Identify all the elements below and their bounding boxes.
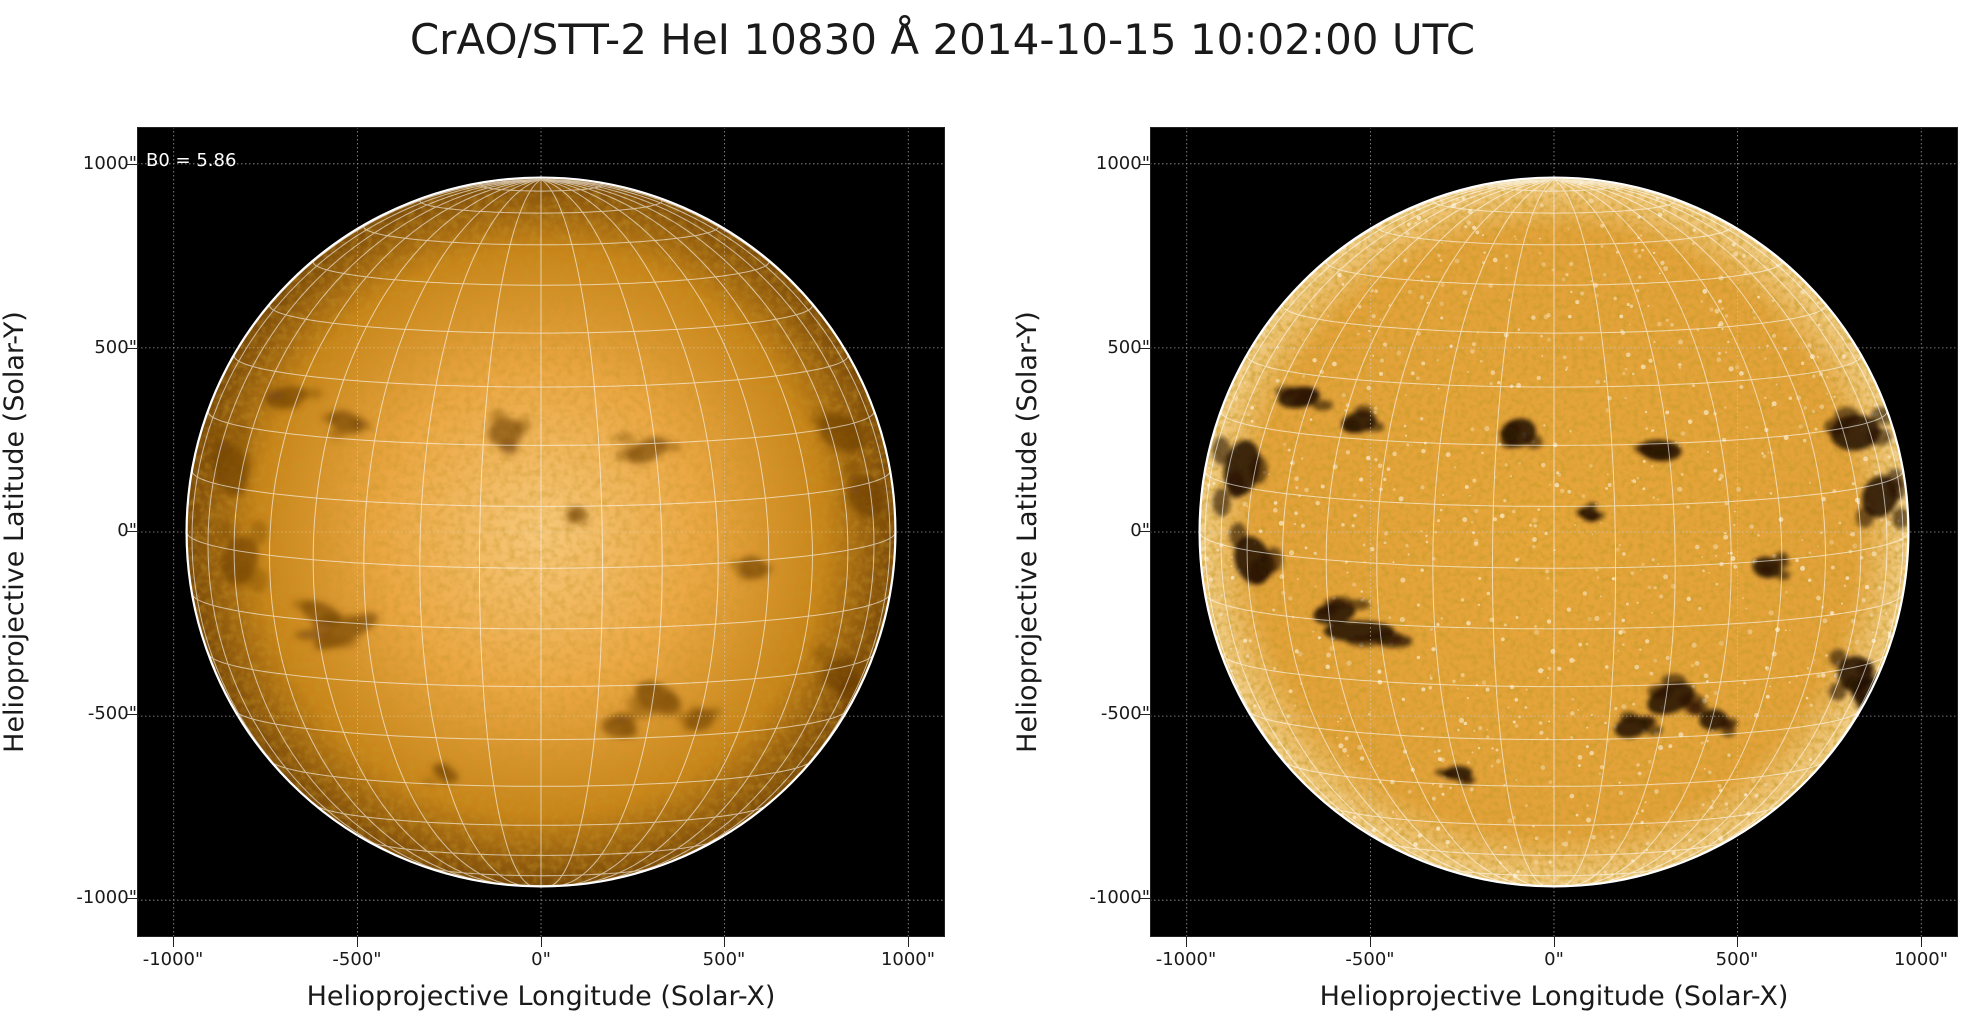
ytick-label: -1000" — [1089, 887, 1150, 908]
xtick-label: -500" — [1345, 949, 1395, 970]
ytick-mark — [127, 164, 137, 165]
ytick-label: 1000" — [1095, 153, 1150, 174]
ytick-mark — [127, 898, 137, 899]
xtick-mark — [173, 937, 174, 947]
ytick-label: 0" — [1130, 520, 1150, 541]
right-image-axes — [1150, 127, 1958, 937]
xtick-label: 500" — [702, 949, 746, 970]
helioprojective-gridlines — [1150, 127, 1958, 937]
xtick-label: 1000" — [880, 949, 936, 970]
ytick-label: 0" — [117, 520, 137, 541]
right-panel: 1000" 500" 0" -500" -1000" -1000" -500" … — [1012, 0, 1971, 1026]
ytick-mark — [127, 348, 137, 349]
right-solar-disk-image — [1150, 127, 1958, 937]
xtick-mark — [1921, 937, 1922, 947]
ytick-mark — [1140, 164, 1150, 165]
b0-annotation: B0 = 5.86 — [146, 150, 237, 171]
ytick-mark — [1140, 348, 1150, 349]
ytick-mark — [1140, 898, 1150, 899]
ytick-mark — [1140, 714, 1150, 715]
x-axis-label: Helioprojective Longitude (Solar-X) — [1319, 981, 1789, 1012]
ytick-mark — [1140, 531, 1150, 532]
ytick-mark — [127, 714, 137, 715]
ytick-label: -500" — [87, 703, 137, 724]
x-axis-label: Helioprojective Longitude (Solar-X) — [306, 981, 776, 1012]
y-axis-label: Helioprojective Latitude (Solar-Y) — [1012, 311, 1043, 753]
xtick-label: 0" — [531, 949, 551, 970]
heliographic-grid — [186, 178, 896, 887]
xtick-label: 1000" — [1893, 949, 1949, 970]
xtick-mark — [1737, 937, 1738, 947]
left-image-axes: B0 = 5.86 — [137, 127, 945, 937]
y-axis-label: Helioprojective Latitude (Solar-Y) — [0, 311, 30, 753]
ytick-label: -1000" — [76, 887, 137, 908]
solar-limb — [1198, 176, 1910, 888]
solar-limb — [185, 176, 897, 888]
xtick-mark — [1186, 937, 1187, 947]
left-panel: B0 = 5.86 1000" 500" 0" -500" -1000" -10… — [0, 0, 960, 1026]
ytick-label: 500" — [94, 337, 137, 358]
xtick-mark — [541, 937, 542, 947]
xtick-label: 0" — [1544, 949, 1564, 970]
xtick-mark — [1370, 937, 1371, 947]
xtick-mark — [1554, 937, 1555, 947]
helioprojective-gridlines — [137, 127, 945, 937]
figure-title: CrAO/STT-2 HeI 10830 Å 2014-10-15 10:02:… — [409, 15, 1476, 64]
ytick-label: 1000" — [82, 153, 137, 174]
xtick-label: -500" — [332, 949, 382, 970]
ytick-mark — [127, 531, 137, 532]
left-solar-disk-image — [137, 127, 945, 937]
xtick-label: -1000" — [142, 949, 204, 970]
xtick-label: -1000" — [1155, 949, 1217, 970]
xtick-mark — [908, 937, 909, 947]
xtick-label: 500" — [1715, 949, 1759, 970]
xtick-mark — [357, 937, 358, 947]
ytick-label: 500" — [1107, 337, 1150, 358]
filament-features — [1212, 386, 1909, 785]
ytick-label: -500" — [1100, 703, 1150, 724]
xtick-mark — [724, 937, 725, 947]
